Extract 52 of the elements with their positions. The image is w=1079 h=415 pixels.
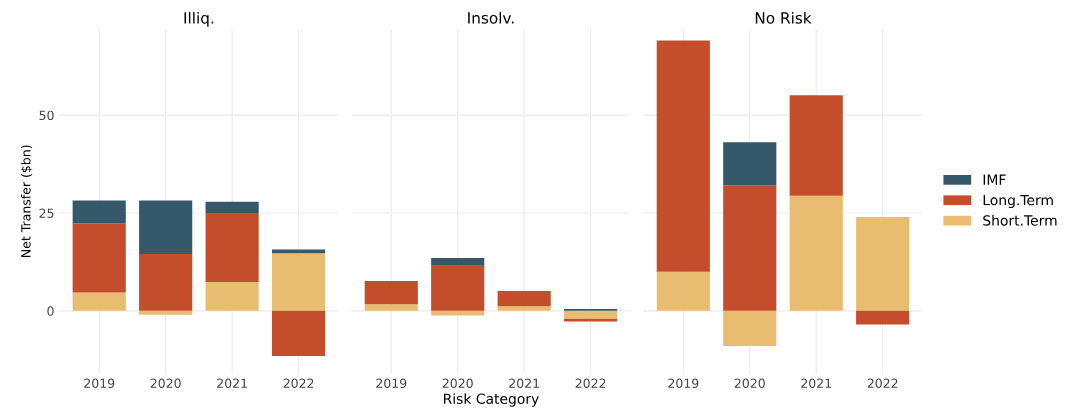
y-tick-label: 25 [39,208,54,218]
bar [205,213,259,282]
chart-title: Illiq. [184,11,214,27]
bar [205,201,259,214]
bar [656,40,710,272]
bar [497,290,551,307]
x-tick-label: 2019 [376,378,407,389]
bar [789,195,843,311]
bar [723,310,777,347]
bar [723,185,777,311]
x-tick-label: 2020 [442,378,473,389]
x-tick-label: 2020 [734,378,765,389]
y-tick-label: 0 [47,306,54,316]
bar [789,95,843,196]
legend-label: Long.Term [983,194,1053,208]
x-tick-label: 2021 [801,378,831,389]
chart-title: No Risk [755,11,812,24]
x-tick-label: 2022 [575,378,606,389]
x-tick-label: 2022 [283,378,314,389]
bar [364,281,418,305]
bar [856,310,910,325]
legend-label: IMF [983,174,1006,185]
bar [564,310,618,319]
bar [856,216,910,311]
bar [271,310,326,356]
y-axis-title: Net Transfer ($bn) [20,145,33,257]
x-tick-label: 2021 [509,378,539,389]
x-tick-label: 2022 [867,378,898,389]
x-tick-label: 2020 [150,378,181,389]
bar [364,304,418,311]
x-axis-title: Risk Category [443,393,539,407]
bar [139,254,193,311]
bar [72,292,126,311]
chart-title: Insolv. [468,11,514,24]
legend-label: Short.Term [983,214,1057,226]
bar [271,253,326,311]
bar [139,310,193,315]
bar [431,265,485,311]
bar [431,258,485,266]
bar [72,223,126,293]
bar [431,310,485,316]
bar [271,249,326,254]
bar [497,306,551,311]
x-tick-label: 2019 [84,378,115,389]
bar [656,271,710,311]
bar [205,281,259,311]
bar [72,200,126,224]
x-tick-label: 2021 [217,378,247,389]
bar [723,142,777,186]
y-tick-label: 50 [39,110,54,121]
bar [139,200,193,255]
x-tick-label: 2019 [668,378,699,389]
